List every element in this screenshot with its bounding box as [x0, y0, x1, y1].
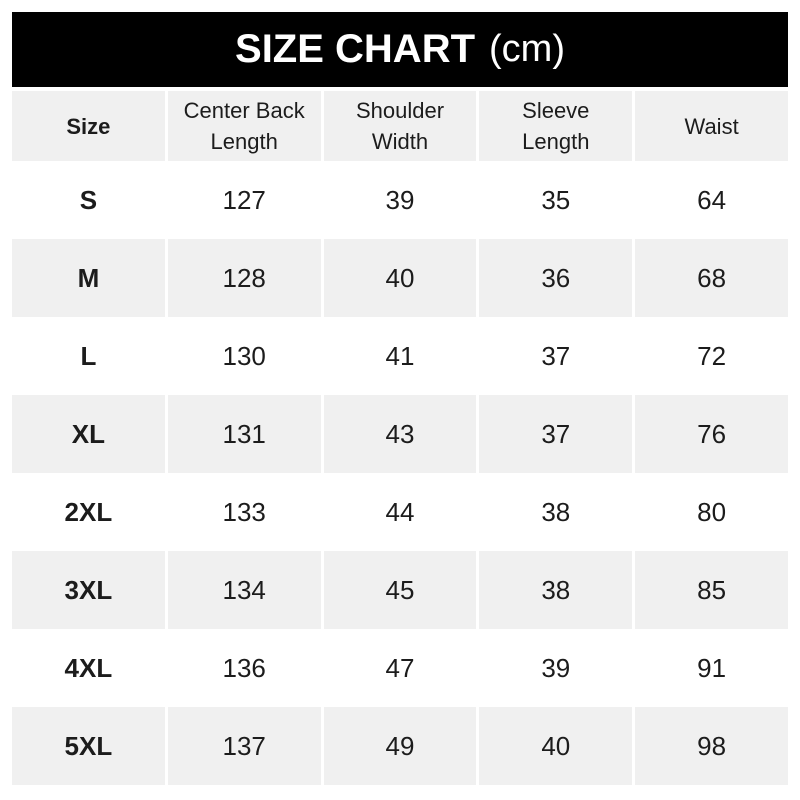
- column-header-center-back-length: Center Back Length: [167, 91, 321, 161]
- value-cell: 85: [635, 551, 788, 629]
- value-cell: 136: [222, 652, 266, 683]
- table-row-2xl: 2XL 133 44 38 80: [12, 473, 788, 551]
- table-row-xl: XL 131 43 37 76: [12, 395, 788, 473]
- table-row-l: L 130 41 37 72: [12, 317, 788, 395]
- table-row-4xl: 4XL 136 47 39 91: [12, 629, 788, 707]
- value-cell: 127: [222, 184, 266, 215]
- value-cell: 38: [479, 551, 633, 629]
- value-cell: 40: [323, 239, 477, 317]
- value-cell: 76: [635, 395, 788, 473]
- column-header-waist: Waist: [635, 91, 788, 161]
- value-cell: 130: [222, 340, 266, 371]
- value-cell: 39: [385, 184, 415, 215]
- value-cell: 45: [323, 551, 477, 629]
- table-row-s: S 127 39 35 64: [12, 161, 788, 239]
- value-cell: 37: [479, 395, 633, 473]
- size-cell: 5XL: [12, 707, 165, 785]
- size-cell: 4XL: [64, 652, 113, 683]
- size-cell: L: [80, 340, 97, 371]
- size-cell: 2XL: [64, 496, 113, 527]
- value-cell: 43: [323, 395, 477, 473]
- value-cell: 91: [697, 652, 727, 683]
- table-row-5xl: 5XL 137 49 40 98: [12, 707, 788, 785]
- value-cell: 36: [479, 239, 633, 317]
- value-cell: 128: [167, 239, 321, 317]
- value-cell: 35: [541, 184, 571, 215]
- size-cell: XL: [12, 395, 165, 473]
- value-cell: 137: [167, 707, 321, 785]
- size-cell: M: [12, 239, 165, 317]
- value-cell: 80: [697, 496, 727, 527]
- table-row-m: M 128 40 36 68: [12, 239, 788, 317]
- size-table: Size Center Back Length Shoulder Width S…: [12, 91, 788, 785]
- page-title: SIZE CHART: [235, 27, 476, 71]
- value-cell: 49: [323, 707, 477, 785]
- value-cell: 98: [635, 707, 788, 785]
- column-header-size: Size: [12, 91, 165, 161]
- value-cell: 44: [385, 496, 415, 527]
- page-title-unit: (cm): [489, 28, 565, 70]
- table-row-3xl: 3XL 134 45 38 85: [12, 551, 788, 629]
- value-cell: 40: [479, 707, 633, 785]
- value-cell: 72: [697, 340, 727, 371]
- size-cell: 3XL: [12, 551, 165, 629]
- value-cell: 47: [385, 652, 415, 683]
- column-header-shoulder-width: Shoulder Width: [323, 91, 477, 161]
- value-cell: 41: [385, 340, 415, 371]
- column-header-sleeve-length: Sleeve Length: [479, 91, 633, 161]
- title-banner: SIZE CHART (cm): [12, 12, 788, 87]
- value-cell: 131: [167, 395, 321, 473]
- size-cell: S: [79, 184, 98, 215]
- value-cell: 37: [541, 340, 571, 371]
- value-cell: 38: [541, 496, 571, 527]
- table-header-row: Size Center Back Length Shoulder Width S…: [12, 91, 788, 161]
- value-cell: 133: [222, 496, 266, 527]
- value-cell: 68: [635, 239, 788, 317]
- value-cell: 39: [541, 652, 571, 683]
- value-cell: 64: [697, 184, 727, 215]
- value-cell: 134: [167, 551, 321, 629]
